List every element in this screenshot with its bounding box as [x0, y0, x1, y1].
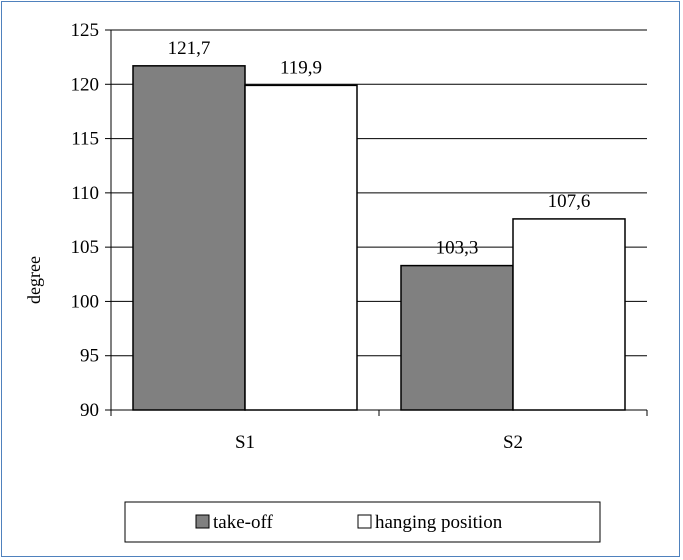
x-tick-label: S2: [503, 432, 523, 453]
data-label: 121,7: [168, 38, 211, 59]
y-tick-label: 90: [80, 400, 99, 421]
bar-take-off-S1: [132, 65, 246, 411]
data-label: 119,9: [280, 57, 322, 78]
y-tick-label: 95: [80, 346, 99, 367]
x-tick-labels: S1 S2: [235, 432, 523, 453]
data-labels: 121,7 119,9 103,3 107,6: [168, 38, 591, 259]
data-label: 103,3: [436, 238, 479, 259]
bar-take-off-S2: [400, 264, 514, 411]
y-tick-labels: 90 95 100 105 110 115 120 125: [71, 20, 100, 421]
data-label: 107,6: [548, 191, 591, 212]
axes: [105, 29, 648, 416]
bars: [132, 65, 626, 411]
y-tick-label: 120: [71, 74, 100, 95]
legend-swatch: [357, 514, 372, 529]
y-tick-label: 125: [71, 20, 100, 41]
legend-label: take-off: [213, 512, 273, 533]
legend-label: hanging position: [375, 512, 503, 533]
y-axis-title: degree: [24, 256, 44, 304]
y-tick-label: 115: [71, 129, 99, 150]
bar-hanging-position-S2: [512, 218, 626, 411]
legend-swatch: [195, 514, 210, 529]
legend: take-off hanging position: [124, 501, 601, 543]
bar-hanging-position-S1: [244, 84, 358, 411]
x-tick-label: S1: [235, 432, 255, 453]
y-tick-label: 105: [71, 237, 100, 258]
y-tick-label: 110: [71, 183, 99, 204]
y-tick-label: 100: [71, 291, 100, 312]
